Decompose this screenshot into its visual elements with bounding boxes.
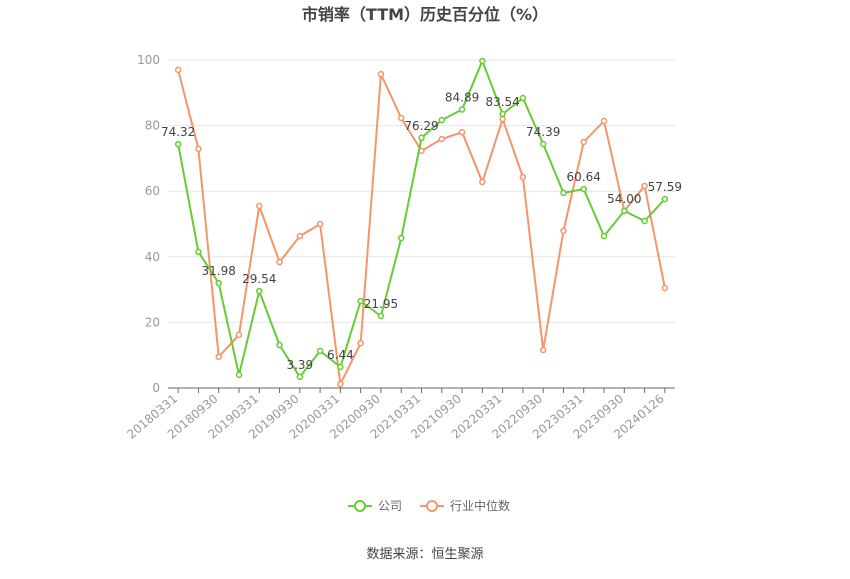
legend-marker (426, 500, 439, 512)
source: 数据来源：恒生聚源 (366, 547, 483, 562)
point (580, 138, 587, 146)
point (641, 182, 648, 190)
chart-title: 市销率（TTM）历史百分位（%） (302, 5, 548, 24)
point (397, 234, 405, 242)
point (195, 145, 202, 153)
y-tick-label: 60 (145, 184, 160, 198)
data-label: 84.89 (445, 91, 479, 105)
y-tick-label: 0 (152, 381, 160, 395)
data-label: 3.39 (286, 358, 313, 372)
point (357, 339, 364, 347)
y-tick-label: 100 (137, 53, 160, 67)
point (418, 134, 425, 142)
point (580, 185, 587, 193)
point (519, 94, 527, 102)
point (256, 202, 263, 210)
point (600, 232, 608, 240)
series-line (177, 69, 666, 388)
data-label: 76.29 (404, 119, 438, 133)
point (479, 178, 486, 186)
data-label: 54.00 (607, 192, 641, 206)
y-tick-label: 40 (145, 250, 160, 264)
point (661, 195, 669, 203)
point (397, 114, 405, 122)
y-tick-label: 80 (145, 119, 160, 133)
data-label: 57.59 (648, 180, 682, 194)
point (235, 371, 243, 379)
point (195, 248, 202, 256)
point (235, 331, 243, 339)
legend-label: 行业中位数 (450, 498, 510, 513)
point (215, 353, 222, 361)
point (539, 346, 547, 354)
data-label: 83.54 (485, 95, 519, 109)
point (377, 312, 385, 320)
data-label: 74.32 (161, 125, 195, 139)
point (215, 279, 222, 287)
point (479, 57, 486, 65)
point (174, 66, 182, 74)
point (560, 189, 567, 197)
point (337, 380, 344, 388)
data-label: 60.64 (567, 170, 601, 184)
point (621, 207, 628, 215)
point (296, 373, 304, 381)
data-label: 74.39 (526, 125, 560, 139)
data-label: 21.95 (364, 297, 398, 311)
point (438, 135, 446, 143)
data-label: 31.98 (202, 264, 236, 278)
point (357, 297, 364, 305)
point (438, 116, 446, 124)
data-label: 6.44 (327, 348, 354, 362)
legend-label: 公司 (378, 499, 402, 513)
series-line (177, 58, 666, 379)
point (499, 110, 506, 118)
point (316, 220, 324, 228)
point (256, 287, 263, 295)
legend-marker (354, 500, 366, 512)
point (174, 140, 182, 148)
y-tick-label: 20 (145, 315, 160, 329)
point (377, 70, 385, 78)
point (499, 115, 506, 123)
point (600, 117, 608, 125)
point (458, 106, 466, 113)
point (661, 284, 669, 292)
point (560, 227, 567, 235)
point (276, 258, 283, 266)
point (641, 217, 648, 225)
point (519, 173, 527, 181)
point (316, 347, 324, 355)
data-label: 29.54 (242, 272, 276, 286)
point (337, 363, 344, 371)
point (539, 140, 547, 148)
point (458, 128, 466, 136)
point (296, 232, 304, 240)
point (276, 341, 283, 349)
